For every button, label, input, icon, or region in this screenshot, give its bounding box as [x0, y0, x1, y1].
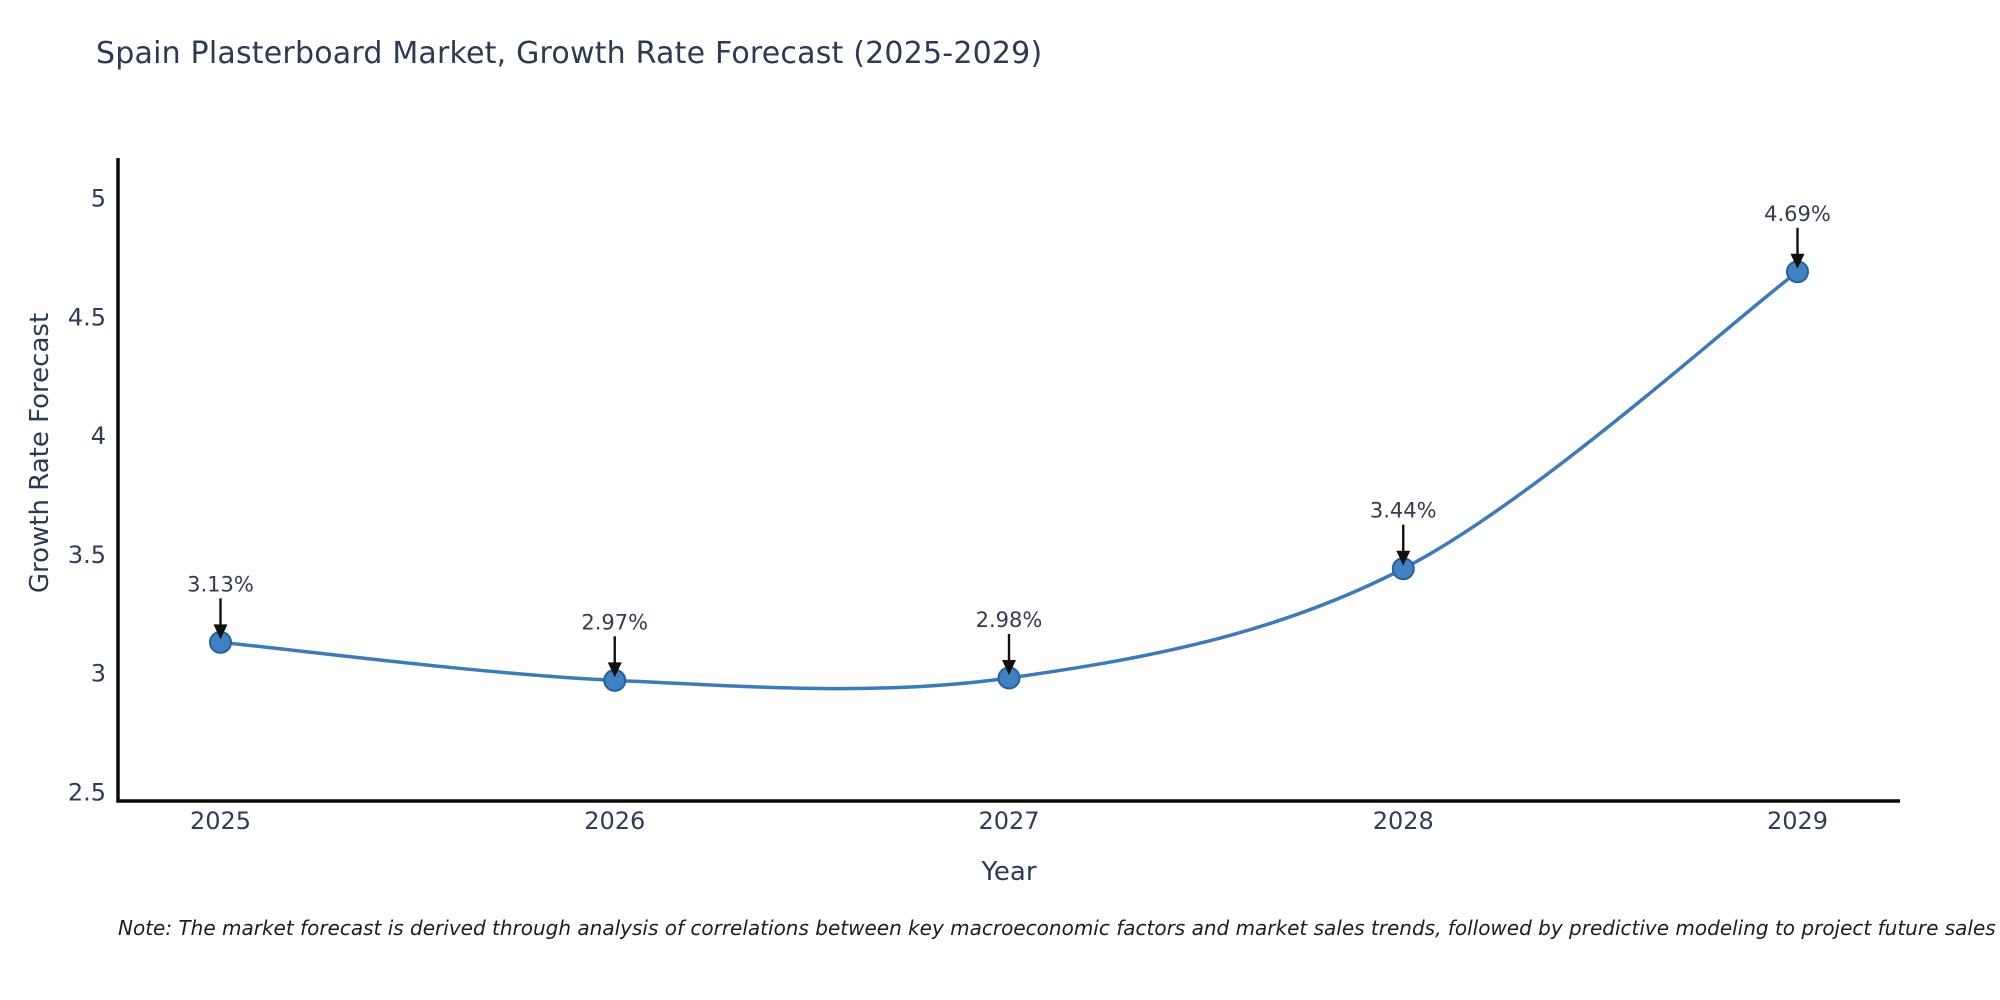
- annotation-arrowhead: [1396, 550, 1411, 566]
- annotation-label: 3.44%: [1370, 499, 1437, 523]
- annotation-label: 2.98%: [976, 608, 1043, 632]
- annotation-arrowhead: [607, 662, 622, 678]
- chart-footnote: Note: The market forecast is derived thr…: [118, 916, 1996, 940]
- y-tick-label: 5: [91, 185, 106, 213]
- x-tick-label: 2026: [584, 807, 645, 835]
- annotation-label: 2.97%: [581, 610, 648, 634]
- annotation-arrowhead: [1790, 253, 1805, 269]
- y-tick-label: 4: [91, 422, 106, 450]
- forecast-line: [218, 270, 1800, 691]
- y-tick-label: 4.5: [68, 303, 106, 331]
- y-tick-label: 3: [91, 660, 106, 688]
- x-tick-label: 2028: [1373, 807, 1434, 835]
- chart-title: Spain Plasterboard Market, Growth Rate F…: [96, 36, 1043, 71]
- annotation-arrowhead: [213, 624, 228, 640]
- annotation-label: 3.13%: [187, 572, 254, 596]
- x-axis-title: Year: [981, 857, 1037, 887]
- x-tick-label: 2027: [978, 807, 1039, 835]
- y-tick-label: 2.5: [68, 778, 106, 806]
- annotation-arrowhead: [1002, 659, 1016, 675]
- x-tick-label: 2025: [190, 807, 251, 835]
- y-tick-label: 3.5: [68, 541, 106, 569]
- axis-spines: [116, 158, 1900, 803]
- annotation-label: 4.69%: [1764, 202, 1831, 226]
- x-tick-label: 2029: [1767, 807, 1828, 835]
